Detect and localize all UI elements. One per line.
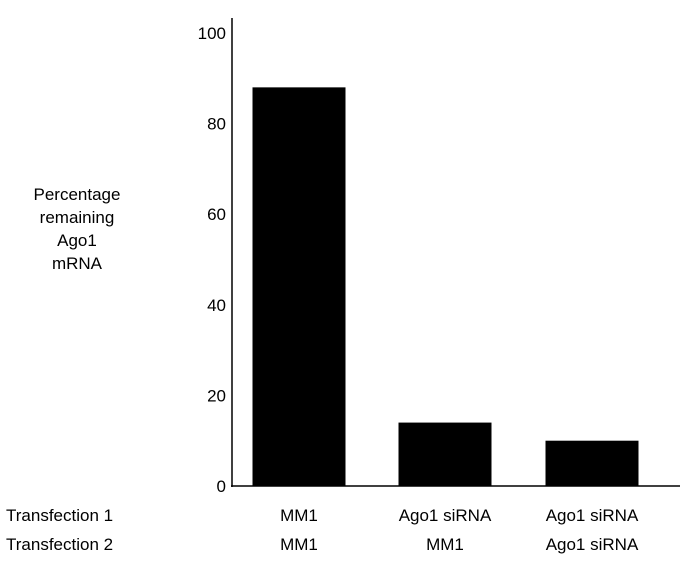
y-axis-label-line: remaining — [40, 208, 115, 227]
y-tick-label: 80 — [207, 115, 226, 134]
y-tick-label: 0 — [217, 477, 226, 496]
row-label-transfection-1: Transfection 1 — [6, 506, 113, 525]
y-tick-label: 20 — [207, 386, 226, 405]
category-label-transfection-1: Ago1 siRNA — [399, 506, 492, 525]
y-tick-label: 100 — [198, 24, 226, 43]
y-tick-label: 60 — [207, 205, 226, 224]
category-label-transfection-1: Ago1 siRNA — [546, 506, 639, 525]
y-axis-label-line: mRNA — [52, 254, 103, 273]
category-label-transfection-2: MM1 — [280, 535, 318, 554]
category-label-transfection-2: MM1 — [426, 535, 464, 554]
bar-2 — [398, 422, 492, 486]
category-label-transfection-1: MM1 — [280, 506, 318, 525]
row-label-transfection-2: Transfection 2 — [6, 535, 113, 554]
bar-3 — [545, 440, 639, 486]
category-label-transfection-2: Ago1 siRNA — [546, 535, 639, 554]
bar-1 — [252, 87, 346, 487]
y-axis-label-line: Percentage — [34, 185, 121, 204]
y-tick-label: 40 — [207, 296, 226, 315]
y-axis-label-line: Ago1 — [57, 231, 97, 250]
